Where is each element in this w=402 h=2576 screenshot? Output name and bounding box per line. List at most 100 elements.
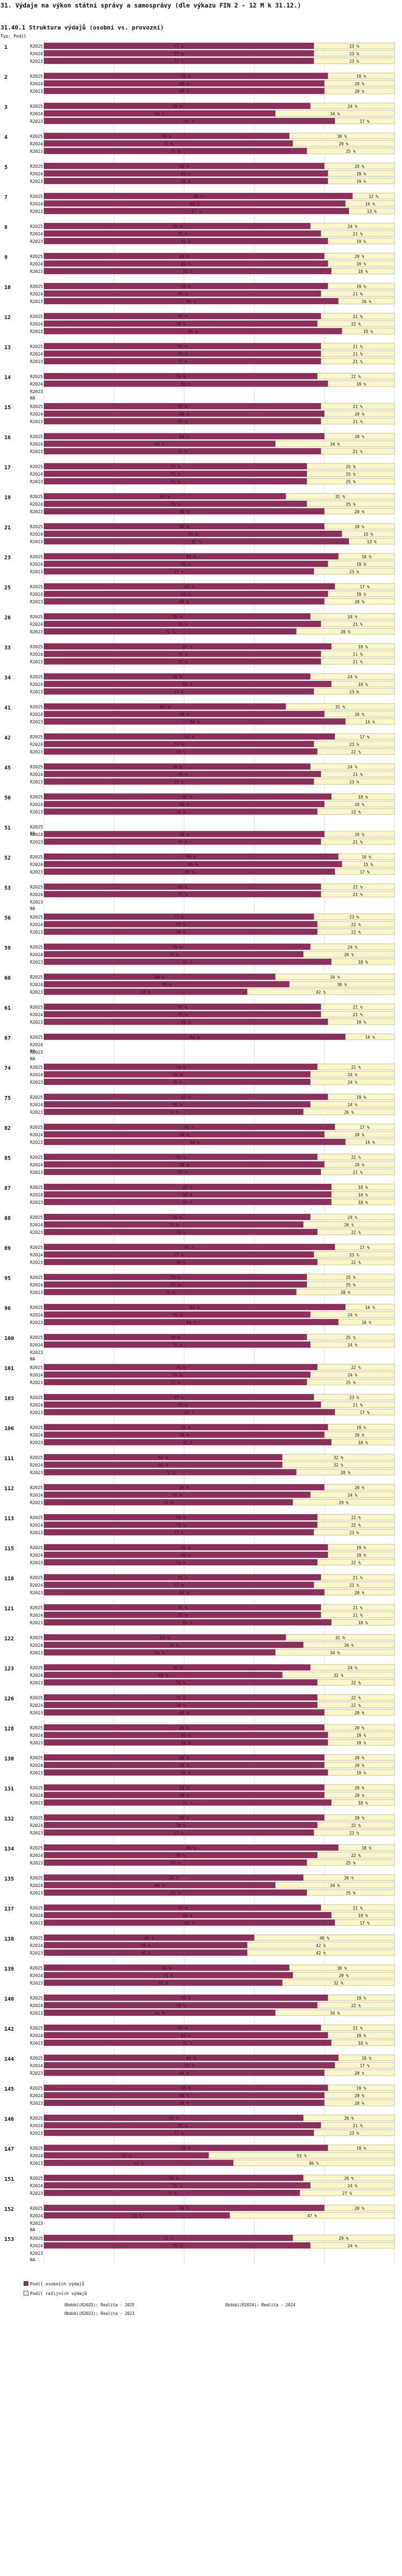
value-label-operating: 32 % (333, 1463, 344, 1468)
group-label: 26 (4, 615, 11, 621)
period-label: R2023 (30, 2191, 43, 2196)
value-label-personal: 83 % (184, 1125, 195, 1130)
value-label-personal: 75 % (170, 1275, 181, 1280)
value-label-personal: 79 % (177, 660, 188, 664)
bar-operating (334, 2062, 395, 2069)
value-label-personal: 80 % (180, 802, 190, 807)
bar-operating (324, 1161, 395, 1168)
group-label: 34 (4, 675, 11, 681)
value-label-personal: 82 % (183, 1440, 193, 1445)
value-label-personal: 84 % (187, 2056, 197, 2061)
value-label-operating: 24 % (347, 945, 358, 950)
value-label-personal: 80 % (180, 1132, 190, 1137)
value-label-personal: 77 % (174, 780, 184, 784)
value-label-personal: 70 % (162, 134, 172, 139)
footnote-r2023: Období(R2023): Realita - 2023 (64, 2311, 135, 2316)
value-label-operating: 22 % (351, 1823, 361, 1828)
group-label: 19 (4, 495, 11, 501)
period-label: R2024 (30, 1163, 43, 1167)
value-label-personal: 79 % (177, 352, 188, 357)
bar-operating (334, 1123, 395, 1130)
value-label-personal: 71 % (163, 142, 174, 146)
bar-operating (300, 2189, 395, 2196)
period-label: R2023 (30, 780, 43, 784)
bar-operating (345, 718, 395, 725)
value-label-personal: 79 % (177, 885, 188, 890)
bar-operating (321, 1604, 395, 1611)
value-label-operating: 24 % (347, 1102, 358, 1107)
bar-operating (314, 57, 395, 64)
bar-operating (324, 1754, 395, 1761)
value-label-personal: 81 % (181, 562, 191, 567)
value-label-operating: 20 % (355, 2093, 365, 2098)
value-label-operating: 28 % (340, 630, 351, 634)
value-label-operating: 32 % (333, 1673, 344, 1678)
value-label-personal: 76 % (172, 2244, 182, 2248)
group-label: 2 (4, 75, 8, 80)
value-label-operating: 17 % (360, 2063, 370, 2068)
period-label: R2024 (30, 172, 43, 176)
value-label-personal: 86 % (190, 202, 200, 206)
value-label-operating: 53 % (297, 2153, 307, 2158)
value-label-operating: 26 % (344, 1643, 354, 1648)
bar-operating (324, 1484, 395, 1491)
period-label: R2025 (30, 2146, 43, 2151)
value-label-operating: 12 % (369, 194, 379, 199)
value-label-personal: 80 % (180, 89, 190, 94)
bar-operating (331, 1183, 395, 1190)
bar-operating (324, 410, 395, 417)
group-label: 59 (4, 945, 11, 951)
period-label: R2024 (30, 1703, 43, 1708)
period-label: R2025 (30, 2206, 43, 2211)
bar-operating (331, 1439, 395, 1446)
value-label-operating: 34 % (330, 975, 340, 980)
bar-operating (324, 801, 395, 808)
bar-operating (317, 748, 395, 755)
bar-operating (321, 313, 395, 320)
value-label-operating: 24 % (347, 1665, 358, 1670)
na-label: NA (30, 1049, 35, 1054)
period-label: R2025 (30, 194, 43, 199)
group-label: 95 (4, 1276, 11, 1282)
bar-operating (334, 868, 395, 875)
period-label: R2024 (30, 2244, 43, 2248)
period-label: R2023 (30, 1981, 43, 1986)
bar-operating (317, 1228, 395, 1235)
value-label-personal: 81 % (181, 1425, 191, 1430)
group-label: 53 (4, 885, 11, 891)
value-label-personal: 77 % (174, 51, 184, 56)
value-label-personal: 78 % (176, 1155, 186, 1160)
value-label-operating: 21 % (353, 652, 363, 657)
period-label: R2025 (30, 1996, 43, 2001)
value-label-personal: 79 % (177, 772, 188, 777)
bar-operating (324, 1724, 395, 1731)
value-label-operating: 22 % (351, 1696, 361, 1700)
value-label-personal: 75 % (170, 1335, 181, 1340)
value-label-operating: 20 % (355, 1590, 365, 1595)
value-label-personal: 79 % (177, 622, 188, 627)
bar-operating (314, 741, 395, 747)
value-label-operating: 21 % (353, 352, 363, 357)
group-label: 121 (4, 1606, 14, 1612)
value-label-personal: 82 % (183, 1193, 193, 1197)
value-label-personal: 76 % (172, 615, 182, 619)
group-label: 131 (4, 1786, 14, 1792)
group-label: 152 (4, 2207, 14, 2212)
value-label-personal: 75 % (170, 464, 181, 469)
bar-operating (282, 1979, 395, 1986)
value-label-personal: 66 % (155, 975, 165, 980)
value-label-operating: 18 % (358, 269, 368, 274)
period-label: R2024 (30, 51, 43, 56)
value-label-operating: 23 % (349, 780, 360, 784)
period-label: R2025 (30, 1215, 43, 1220)
value-label-operating: 23 % (349, 1253, 360, 1257)
value-label-operating: 26 % (344, 952, 354, 957)
value-label-personal: 85 % (188, 532, 198, 537)
value-label-personal: 81 % (181, 172, 191, 176)
value-label-personal: 76 % (172, 1665, 182, 1670)
value-label-personal: 81 % (181, 1095, 191, 1100)
value-label-operating: 28 % (340, 1290, 351, 1295)
value-label-operating: 18 % (358, 1200, 368, 1205)
period-label: R2025 (30, 2056, 43, 2061)
value-label-personal: 78 % (176, 1560, 186, 1565)
